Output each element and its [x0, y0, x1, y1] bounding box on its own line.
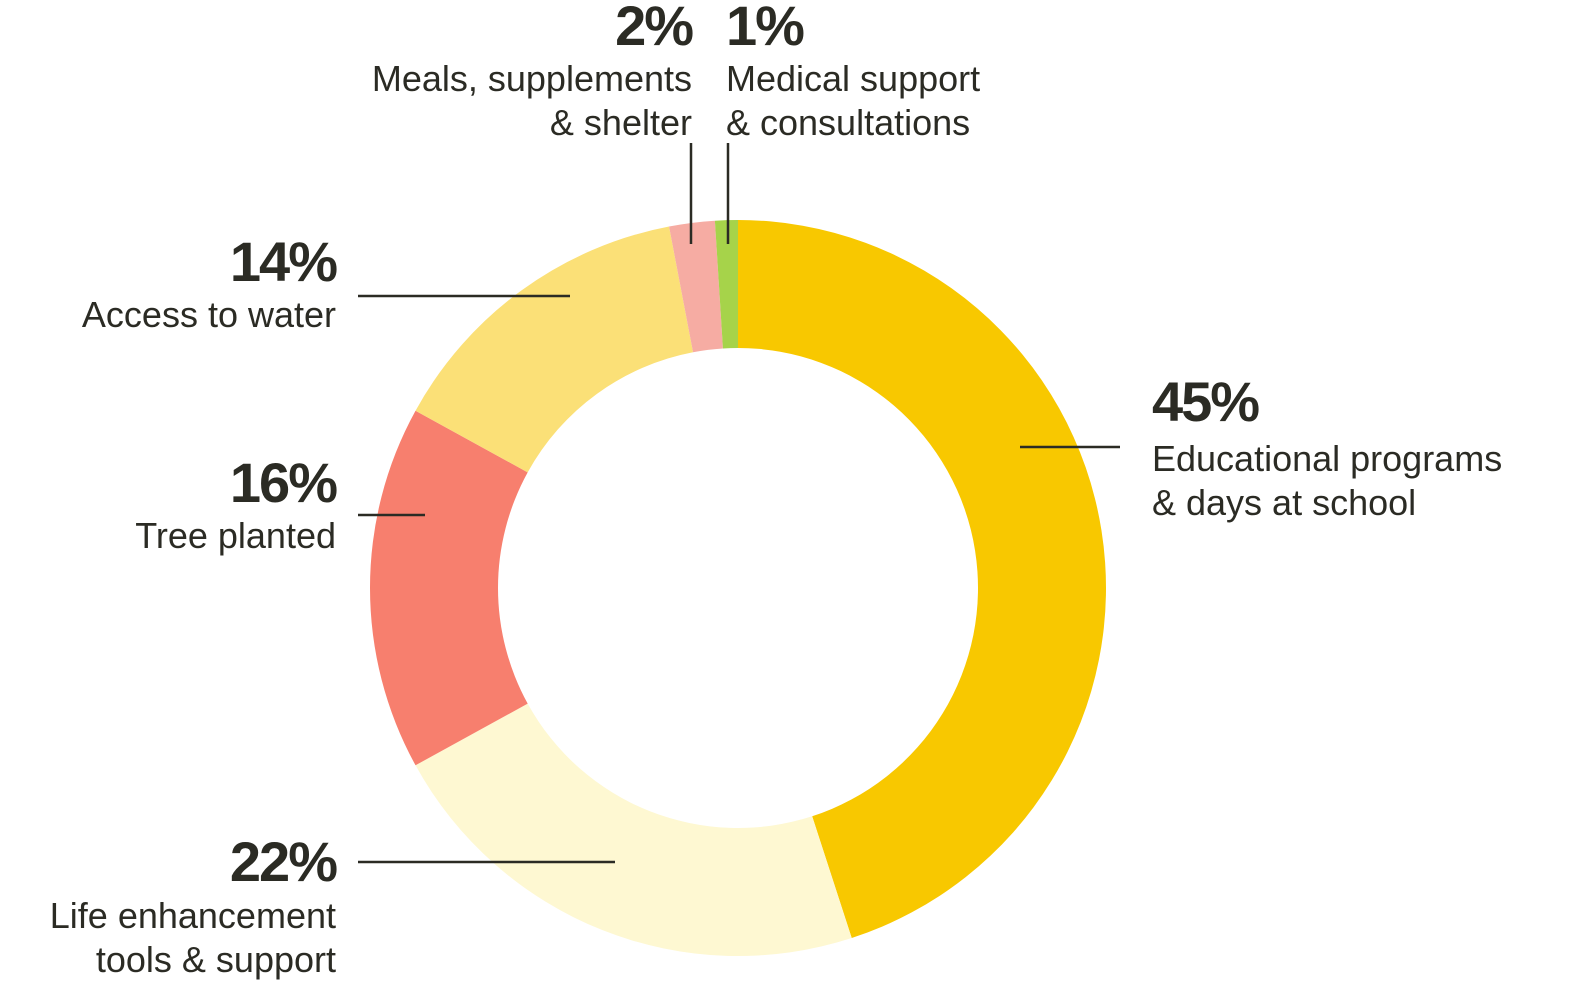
slice-percent-label-5: 1%	[726, 0, 804, 57]
slice-percent-label-4: 2%	[615, 0, 693, 57]
slice-category-label-2-line-0: Tree planted	[135, 515, 336, 556]
slice-category-label-3-line-0: Access to water	[82, 294, 336, 335]
slice-percent-label-1: 22%	[230, 830, 337, 893]
slice-category-label-1-line-1: tools & support	[96, 939, 336, 980]
slice-percent-label-0: 45%	[1152, 370, 1259, 433]
donut-slice-3	[415, 226, 694, 473]
donut-slice-0	[738, 220, 1106, 938]
slice-category-label-4-line-0: Meals, supplements	[372, 58, 692, 99]
slice-category-label-0-line-1: & days at school	[1152, 482, 1416, 523]
slice-category-label-5-line-1: & consultations	[726, 102, 970, 143]
donut-slice-2	[369, 410, 528, 766]
slice-category-label-1-line-0: Life enhancement	[50, 895, 336, 936]
slice-category-label-4-line-1: & shelter	[550, 102, 692, 143]
slice-category-label-0-line-0: Educational programs	[1152, 438, 1502, 479]
slice-labels: 45% Educational programs& days at school 2…	[50, 0, 1502, 980]
leader-lines	[358, 143, 1120, 864]
slice-percent-label-2: 16%	[230, 451, 337, 514]
donut-slice-1	[415, 703, 852, 956]
slice-percent-label-3: 14%	[230, 230, 337, 293]
slice-category-label-5-line-0: Medical support	[726, 58, 980, 99]
donut-slice-4	[669, 220, 723, 353]
donut-slice-5	[714, 220, 738, 349]
donut-slices	[369, 220, 1106, 956]
